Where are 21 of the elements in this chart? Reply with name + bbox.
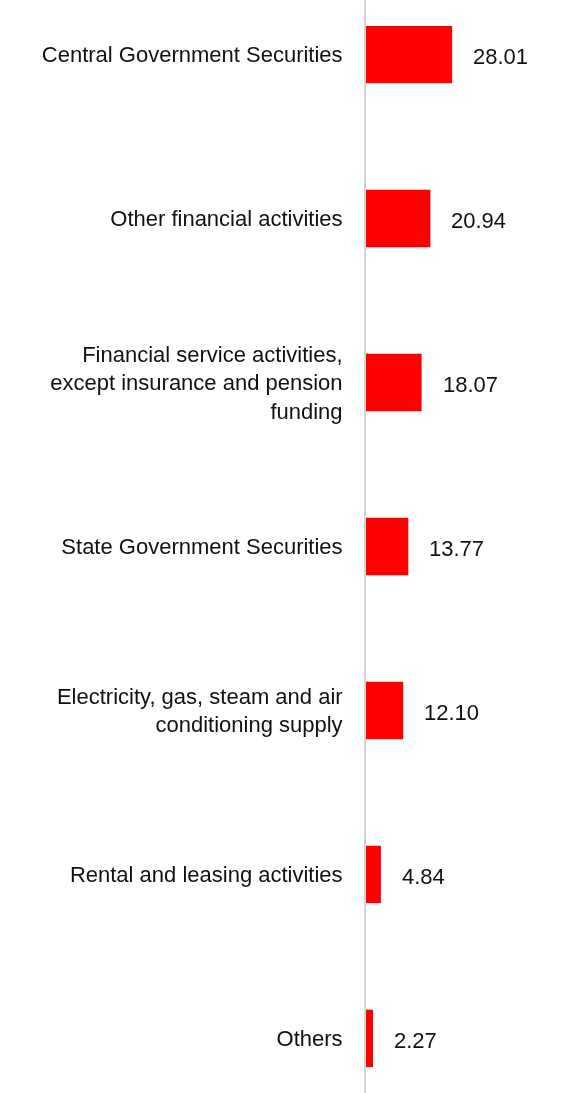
y-tick-label: Others <box>276 1026 343 1052</box>
y-tick-label: Other financial activities <box>110 206 343 232</box>
bar <box>366 25 453 84</box>
y-tick-label: State Government Securities <box>61 534 343 560</box>
data-label: 2.27 <box>394 1028 437 1053</box>
data-label: 28.01 <box>473 44 529 69</box>
y-tick-label: Central Government Securities <box>41 42 343 68</box>
bar <box>366 353 422 412</box>
bar <box>366 1009 373 1068</box>
data-label: 4.84 <box>402 864 445 889</box>
y-tick-label: Rental and leasing activities <box>69 862 343 888</box>
y-tick-label: Financial service activities, except insurance and pension funding <box>50 341 343 424</box>
data-label: 20.94 <box>451 208 507 233</box>
bar <box>366 845 381 904</box>
bar <box>366 517 409 576</box>
data-label: 18.07 <box>443 372 499 397</box>
data-label: 12.10 <box>424 700 480 725</box>
bar <box>366 681 404 740</box>
data-label: 13.77 <box>429 536 485 561</box>
y-tick-label: Electricity, gas, steam and air conditioning supply <box>56 683 343 738</box>
bar <box>366 189 431 248</box>
